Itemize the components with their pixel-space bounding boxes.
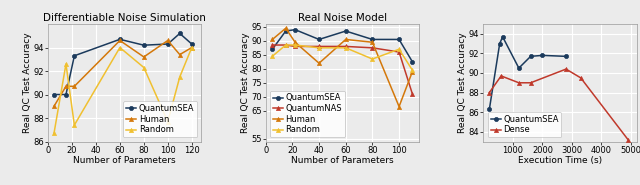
Random — [50, 132, 58, 134]
QuantumSEA — [316, 38, 323, 41]
QuantumSEA — [539, 54, 547, 56]
QuantumSEA — [527, 55, 534, 58]
QuantumSEA — [369, 38, 376, 41]
QuantumNAS — [342, 45, 349, 48]
Y-axis label: Real QC Test Accuracy: Real QC Test Accuracy — [241, 33, 250, 133]
Title: Differentiable Noise Simulation: Differentiable Noise Simulation — [44, 13, 206, 23]
QuantumNAS — [316, 45, 323, 48]
Title: Real Noise Model: Real Noise Model — [298, 13, 387, 23]
Dense — [497, 75, 505, 77]
X-axis label: Number of Parameters: Number of Parameters — [74, 156, 176, 165]
Random — [282, 44, 289, 46]
QuantumSEA — [515, 67, 523, 69]
QuantumSEA — [496, 43, 504, 45]
X-axis label: Number of Parameters: Number of Parameters — [291, 156, 394, 165]
QuantumNAS — [291, 45, 299, 48]
QuantumSEA — [176, 32, 184, 35]
QuantumSEA — [269, 48, 276, 50]
QuantumSEA — [486, 108, 493, 110]
Random — [408, 69, 416, 71]
QuantumNAS — [269, 44, 276, 46]
QuantumSEA — [291, 28, 299, 31]
Human — [369, 41, 376, 43]
Legend: QuantumSEA, Dense: QuantumSEA, Dense — [488, 112, 561, 137]
Y-axis label: Real QC Test Accuracy: Real QC Test Accuracy — [22, 33, 32, 133]
QuantumNAS — [408, 93, 416, 95]
Human — [316, 62, 323, 64]
Human — [140, 56, 148, 58]
Random — [291, 44, 299, 46]
Line: QuantumSEA: QuantumSEA — [270, 28, 415, 64]
Human — [116, 39, 124, 42]
Human — [396, 105, 403, 108]
QuantumSEA — [62, 93, 70, 96]
Line: Random: Random — [270, 43, 415, 72]
Human — [50, 105, 58, 107]
Human — [62, 85, 70, 88]
Human — [70, 85, 78, 88]
Random — [342, 47, 349, 49]
QuantumSEA — [282, 30, 289, 32]
Dense — [562, 68, 570, 70]
QuantumSEA — [342, 30, 349, 32]
Random — [369, 58, 376, 60]
Human — [164, 39, 172, 42]
Human — [342, 38, 349, 41]
Line: QuantumSEA: QuantumSEA — [487, 35, 568, 111]
Line: QuantumSEA: QuantumSEA — [52, 31, 194, 97]
Line: Human: Human — [52, 38, 194, 108]
Legend: QuantumSEA, QuantumNAS, Human, Random: QuantumSEA, QuantumNAS, Human, Random — [270, 90, 345, 137]
Random — [62, 63, 70, 65]
QuantumSEA — [188, 43, 196, 45]
QuantumSEA — [396, 38, 403, 41]
Human — [188, 46, 196, 49]
Dense — [527, 82, 534, 84]
Random — [176, 76, 184, 78]
Random — [188, 46, 196, 49]
QuantumSEA — [499, 36, 506, 38]
QuantumSEA — [116, 38, 124, 41]
Line: Human: Human — [270, 26, 415, 109]
X-axis label: Execution Time (s): Execution Time (s) — [518, 156, 602, 165]
Y-axis label: Real QC Test Accuracy: Real QC Test Accuracy — [458, 33, 467, 133]
Human — [291, 41, 299, 43]
Random — [396, 48, 403, 50]
Human — [176, 53, 184, 56]
QuantumNAS — [396, 51, 403, 53]
Dense — [486, 91, 493, 94]
QuantumSEA — [50, 93, 58, 96]
QuantumSEA — [164, 43, 172, 45]
QuantumSEA — [408, 61, 416, 63]
Dense — [577, 77, 584, 79]
Line: Dense: Dense — [487, 67, 630, 142]
QuantumSEA — [140, 44, 148, 46]
QuantumSEA — [70, 55, 78, 57]
Random — [140, 66, 148, 69]
Dense — [515, 82, 523, 84]
Legend: QuantumSEA, Human, Random: QuantumSEA, Human, Random — [124, 101, 197, 137]
Random — [269, 55, 276, 57]
QuantumNAS — [369, 47, 376, 49]
Random — [316, 47, 323, 49]
Dense — [624, 138, 632, 141]
Random — [70, 124, 78, 126]
Human — [408, 70, 416, 73]
Random — [116, 46, 124, 49]
Line: QuantumNAS: QuantumNAS — [270, 43, 415, 96]
Human — [269, 38, 276, 41]
QuantumSEA — [562, 55, 570, 58]
Human — [282, 27, 289, 29]
Line: Random: Random — [52, 46, 194, 135]
Random — [164, 120, 172, 123]
QuantumNAS — [282, 44, 289, 46]
